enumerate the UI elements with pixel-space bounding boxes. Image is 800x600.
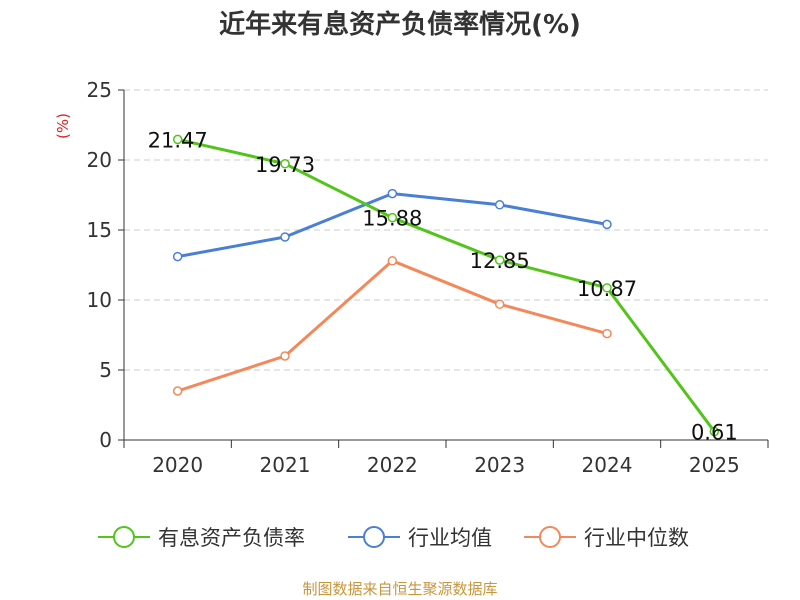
y-tick-label: 25 xyxy=(87,78,112,102)
data-point xyxy=(172,386,183,396)
data-point xyxy=(172,134,183,145)
data-labels: 21.47 19.73 15.88 12.85 10.87 0.61 xyxy=(148,128,738,444)
x-tick-label: 2021 xyxy=(260,453,311,477)
x-tick-label: 2025 xyxy=(689,453,740,477)
data-point xyxy=(709,426,720,437)
series-line-2 xyxy=(177,259,608,393)
source-note: 制图数据来自恒生聚源数据库 xyxy=(302,580,498,598)
legend-label: 有息资产负债率 xyxy=(158,526,305,550)
data-label: 15.88 xyxy=(362,207,422,231)
data-point xyxy=(602,283,612,293)
data-point xyxy=(172,251,183,262)
data-point xyxy=(387,212,398,223)
data-label: 19.73 xyxy=(255,153,315,177)
data-point xyxy=(494,200,505,210)
data-point xyxy=(387,188,398,199)
legend-marker xyxy=(363,526,385,548)
data-point xyxy=(280,351,290,361)
legend-label: 行业中位数 xyxy=(584,526,689,550)
y-tick-label: 10 xyxy=(87,288,112,312)
data-point xyxy=(280,159,290,169)
data-point xyxy=(602,219,612,230)
x-tick-label: 2020 xyxy=(152,453,203,477)
data-point xyxy=(494,299,505,309)
y-tick-label: 5 xyxy=(99,358,112,382)
data-point xyxy=(387,256,398,266)
y-axis-label: (%) xyxy=(54,113,72,139)
x-tick-label: 2024 xyxy=(582,453,633,477)
data-point xyxy=(494,255,505,265)
y-tick-label: 20 xyxy=(87,148,112,172)
data-point xyxy=(280,232,290,242)
legend-marker xyxy=(539,526,561,548)
legend: 有息资产负债率 行业均值 行业中位数 xyxy=(98,526,689,550)
grid-lines xyxy=(124,89,768,371)
y-tick-label: 15 xyxy=(87,218,112,242)
data-point xyxy=(602,328,612,339)
series-points xyxy=(172,134,720,437)
legend-label: 行业均值 xyxy=(408,526,492,550)
series-line-0 xyxy=(177,137,716,433)
x-tick-label: 2022 xyxy=(367,453,418,477)
x-tick-label: 2023 xyxy=(474,453,525,477)
data-label: 0.61 xyxy=(691,420,738,444)
chart-title: 近年来有息资产负债率情况(%) xyxy=(219,10,581,40)
y-tick-label: 0 xyxy=(99,428,112,452)
legend-marker xyxy=(113,526,135,548)
data-label: 10.87 xyxy=(577,277,637,301)
data-label: 21.47 xyxy=(148,128,208,152)
data-label: 12.85 xyxy=(470,249,530,273)
